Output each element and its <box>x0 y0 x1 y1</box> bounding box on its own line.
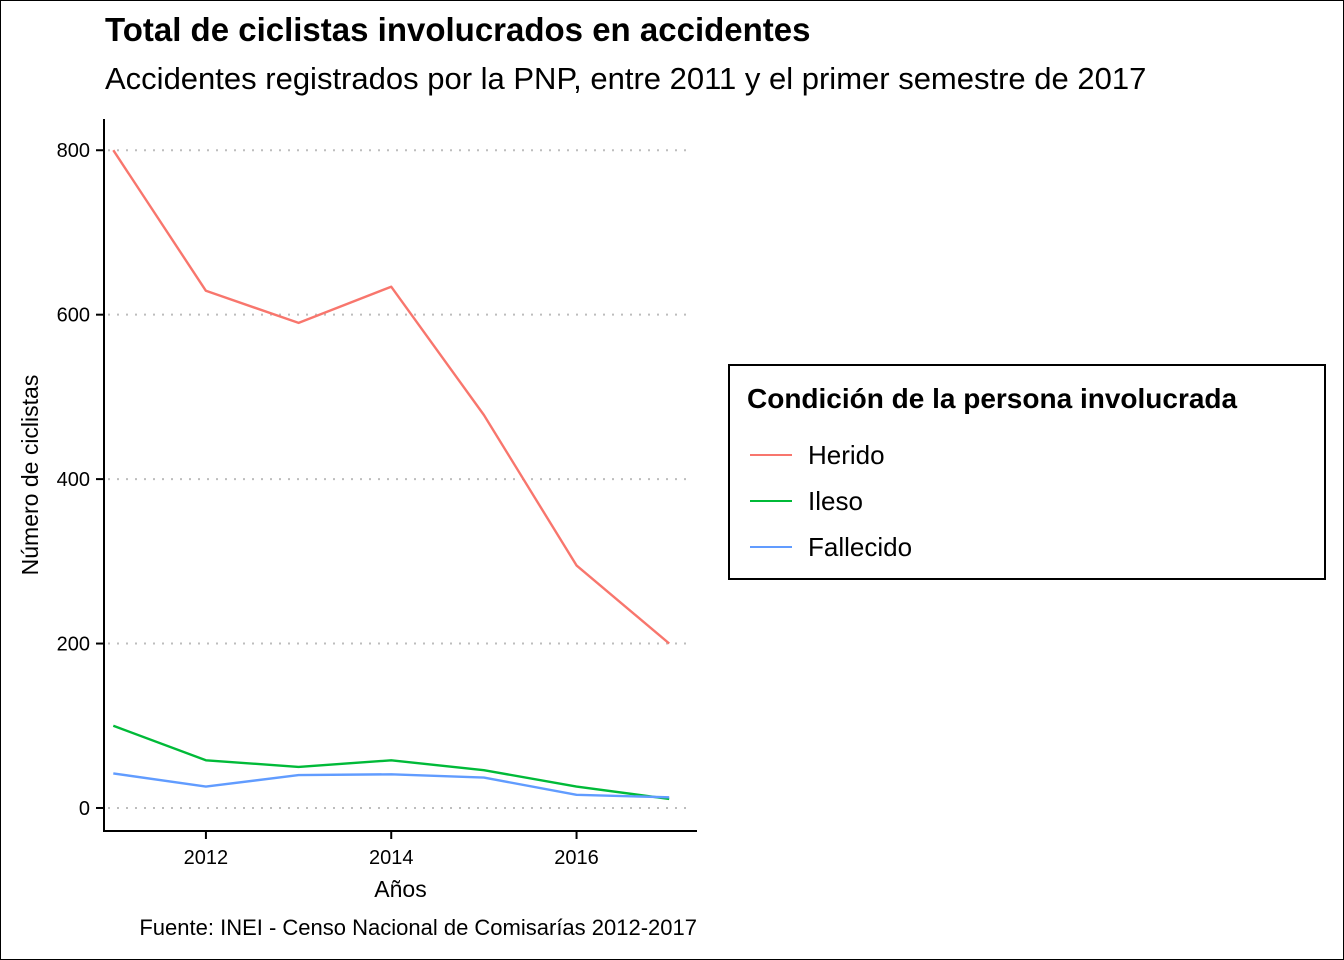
y-tick-label-400: 400 <box>57 469 90 491</box>
x-tick-label-2016: 2016 <box>554 847 599 869</box>
y-tick-label-200: 200 <box>57 634 90 656</box>
chart-caption: Fuente: INEI - Censo Nacional de Comisar… <box>139 915 697 940</box>
y-tick-label-600: 600 <box>57 305 90 327</box>
legend: Condición de la persona involucrada Heri… <box>728 364 1326 580</box>
legend-label-fallecido: Fallecido <box>808 532 913 562</box>
chart-title: Total de ciclistas involucrados en accid… <box>105 11 811 48</box>
series-line-herido <box>112 149 670 645</box>
legend-key-fallecido <box>750 546 792 548</box>
legend-key-ileso <box>750 500 792 502</box>
series-line-fallecido <box>113 772 670 799</box>
legend-label-herido: Herido <box>808 440 885 470</box>
x-tick-label-2012: 2012 <box>184 847 229 869</box>
legend-key-herido <box>750 454 792 456</box>
chart-subtitle: Accidentes registrados por la PNP, entre… <box>105 61 1147 96</box>
y-axis-title: Número de ciclistas <box>17 375 43 576</box>
x-axis-title: Años <box>374 876 426 902</box>
series-line-ileso <box>112 724 670 801</box>
legend-label-ileso: Ileso <box>808 486 863 516</box>
legend-title: Condición de la persona involucrada <box>747 383 1238 414</box>
y-tick-label-800: 800 <box>57 140 90 162</box>
y-tick-label-0: 0 <box>79 798 90 820</box>
x-tick-label-2014: 2014 <box>369 847 414 869</box>
